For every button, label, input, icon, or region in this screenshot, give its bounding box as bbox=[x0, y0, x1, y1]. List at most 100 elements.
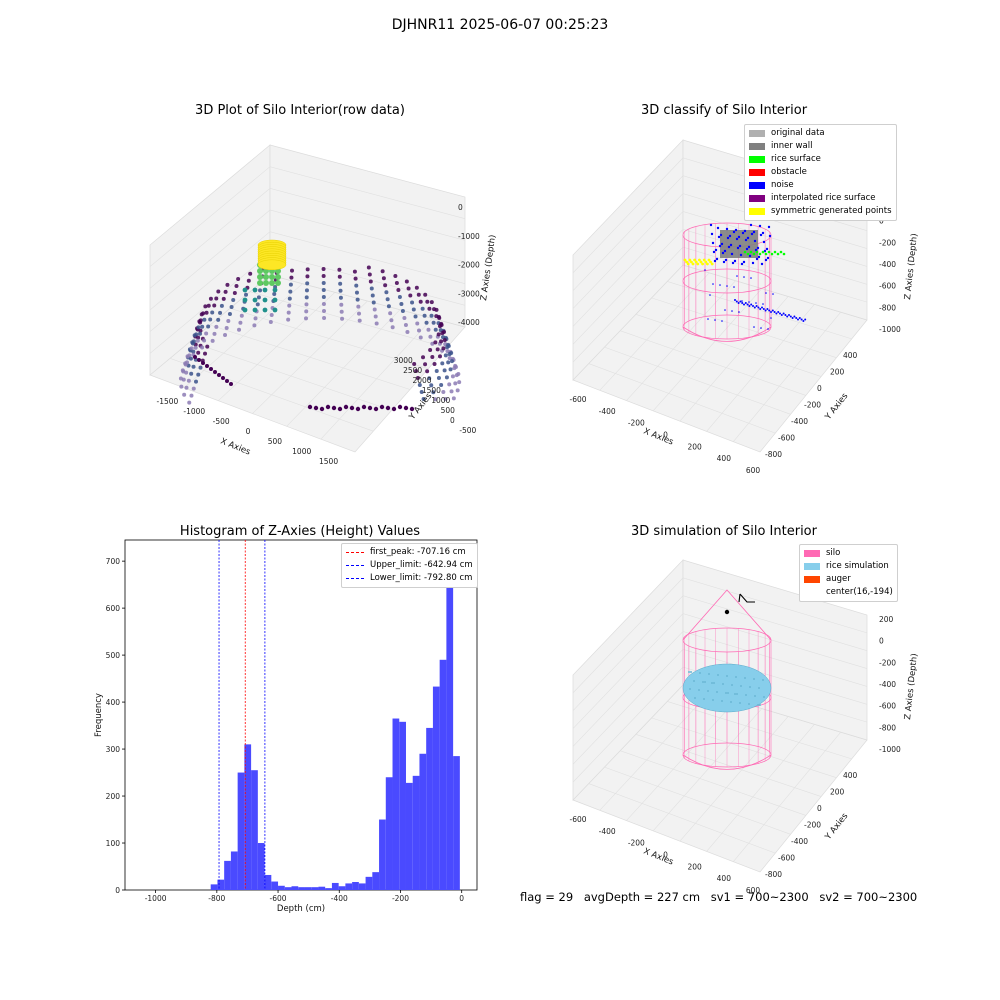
noise-point bbox=[738, 311, 740, 313]
rice-simulation-point bbox=[753, 678, 755, 680]
p1-data-point bbox=[455, 388, 460, 393]
rice-simulation-point bbox=[748, 703, 750, 705]
noise-point bbox=[724, 258, 728, 262]
histogram-bar bbox=[251, 770, 258, 890]
p1-x-tick: 1500 bbox=[319, 457, 338, 466]
p1-data-point bbox=[367, 405, 373, 411]
noise-point bbox=[741, 231, 745, 235]
p4-x-tick: 0 bbox=[663, 851, 668, 860]
histogram-bar bbox=[385, 777, 393, 890]
legend-swatch bbox=[749, 156, 765, 163]
symmetric-point bbox=[694, 260, 698, 264]
rice-simulation-point bbox=[690, 671, 692, 673]
symmetric-point bbox=[710, 262, 714, 266]
p1-data-point bbox=[202, 338, 207, 343]
p1-data-point bbox=[421, 355, 426, 360]
p1-data-point bbox=[403, 322, 408, 327]
floor-gridline bbox=[620, 330, 806, 396]
noise-point bbox=[741, 300, 743, 302]
rice-simulation-point bbox=[726, 675, 728, 677]
p1-data-point bbox=[198, 318, 203, 323]
p1-data-point bbox=[339, 302, 344, 307]
p1-data-point bbox=[252, 323, 257, 328]
rice-simulation-point bbox=[704, 681, 706, 683]
p1-data-point bbox=[201, 311, 206, 316]
hist-x-tick: -600 bbox=[270, 894, 287, 903]
p2-z-tick: 0 bbox=[879, 217, 884, 226]
legend-item: center(16,-194) bbox=[804, 586, 893, 599]
noise-point bbox=[718, 244, 722, 248]
histogram-bar bbox=[426, 727, 433, 890]
histogram-bar bbox=[405, 782, 413, 890]
rice-surface-point bbox=[749, 250, 753, 254]
noise-point bbox=[768, 234, 772, 238]
noise-point bbox=[710, 232, 714, 236]
p1-data-point bbox=[443, 397, 448, 402]
histogram-bar bbox=[264, 874, 272, 890]
p1-data-point bbox=[389, 318, 394, 323]
p1-data-point bbox=[206, 303, 211, 308]
p1-data-point bbox=[304, 288, 309, 293]
noise-point bbox=[704, 269, 706, 271]
p1-data-point bbox=[423, 362, 428, 367]
noise-point bbox=[714, 248, 718, 252]
rice-surface-point bbox=[770, 252, 774, 256]
p1-y-tick: 1000 bbox=[431, 396, 450, 405]
rice-surface-point bbox=[761, 250, 765, 254]
p1-data-point bbox=[440, 361, 445, 366]
p1-data-point bbox=[213, 370, 217, 374]
p1-data-point bbox=[445, 345, 450, 350]
legend-item: symmetric generated points bbox=[749, 205, 892, 218]
silo-wall bbox=[682, 326, 772, 342]
p4-x-tick: 400 bbox=[717, 874, 732, 883]
p1-data-point bbox=[304, 309, 309, 314]
p1-data-point bbox=[321, 274, 326, 279]
p1-data-point bbox=[449, 359, 454, 364]
p2-z-tick: -600 bbox=[879, 282, 896, 291]
symmetric-point bbox=[698, 258, 701, 262]
p4-y-tick: -200 bbox=[804, 821, 821, 830]
noise-point bbox=[714, 319, 716, 321]
wall-gridline bbox=[572, 577, 868, 694]
p1-data-point bbox=[379, 404, 385, 410]
p4-z-tick: -800 bbox=[879, 723, 896, 732]
hist-y-axis-label: Frequency bbox=[94, 693, 104, 737]
status-sv1: sv1 = 700~2300 bbox=[710, 890, 809, 904]
p1-data-point bbox=[198, 365, 203, 370]
p1-data-point bbox=[425, 299, 430, 304]
legend-item: Lower_limit: -792.80 cm bbox=[346, 572, 473, 585]
p1-data-point bbox=[373, 406, 379, 412]
p4-y-tick: 400 bbox=[843, 771, 858, 780]
p1-data-point bbox=[262, 307, 268, 313]
histogram-bar bbox=[439, 659, 447, 890]
noise-point bbox=[758, 224, 762, 228]
p1-data-point bbox=[288, 289, 293, 294]
p1-data-point bbox=[442, 368, 447, 373]
p1-x-tick: 1000 bbox=[292, 447, 311, 456]
p1-data-point bbox=[428, 348, 433, 353]
p1-data-point bbox=[385, 297, 390, 302]
noise-point bbox=[743, 276, 745, 278]
p1-data-point bbox=[447, 356, 452, 361]
p1-data-point bbox=[337, 267, 342, 272]
simulation-legend: silo rice simulation auger center(16,-194) bbox=[799, 544, 898, 602]
histogram-bar bbox=[365, 876, 373, 890]
p1-data-point bbox=[406, 286, 411, 291]
p1-data-point bbox=[437, 354, 442, 359]
p1-data-point bbox=[321, 281, 326, 286]
p1-data-point bbox=[219, 303, 224, 308]
panel2-title: 3D classify of Silo Interior bbox=[640, 103, 808, 118]
p1-data-point bbox=[321, 267, 326, 272]
noise-point bbox=[757, 306, 760, 309]
p1-data-point bbox=[246, 278, 251, 283]
p1-data-point bbox=[262, 287, 268, 293]
p1-data-point bbox=[196, 372, 201, 377]
p1-data-point bbox=[263, 280, 269, 286]
p1-data-point bbox=[189, 393, 194, 398]
p1-data-point bbox=[216, 289, 221, 294]
noise-point bbox=[752, 230, 756, 234]
p4-z-tick: -600 bbox=[879, 702, 896, 711]
p1-data-point bbox=[272, 292, 277, 297]
noise-point bbox=[737, 302, 740, 304]
rice-simulation-point bbox=[717, 674, 719, 676]
